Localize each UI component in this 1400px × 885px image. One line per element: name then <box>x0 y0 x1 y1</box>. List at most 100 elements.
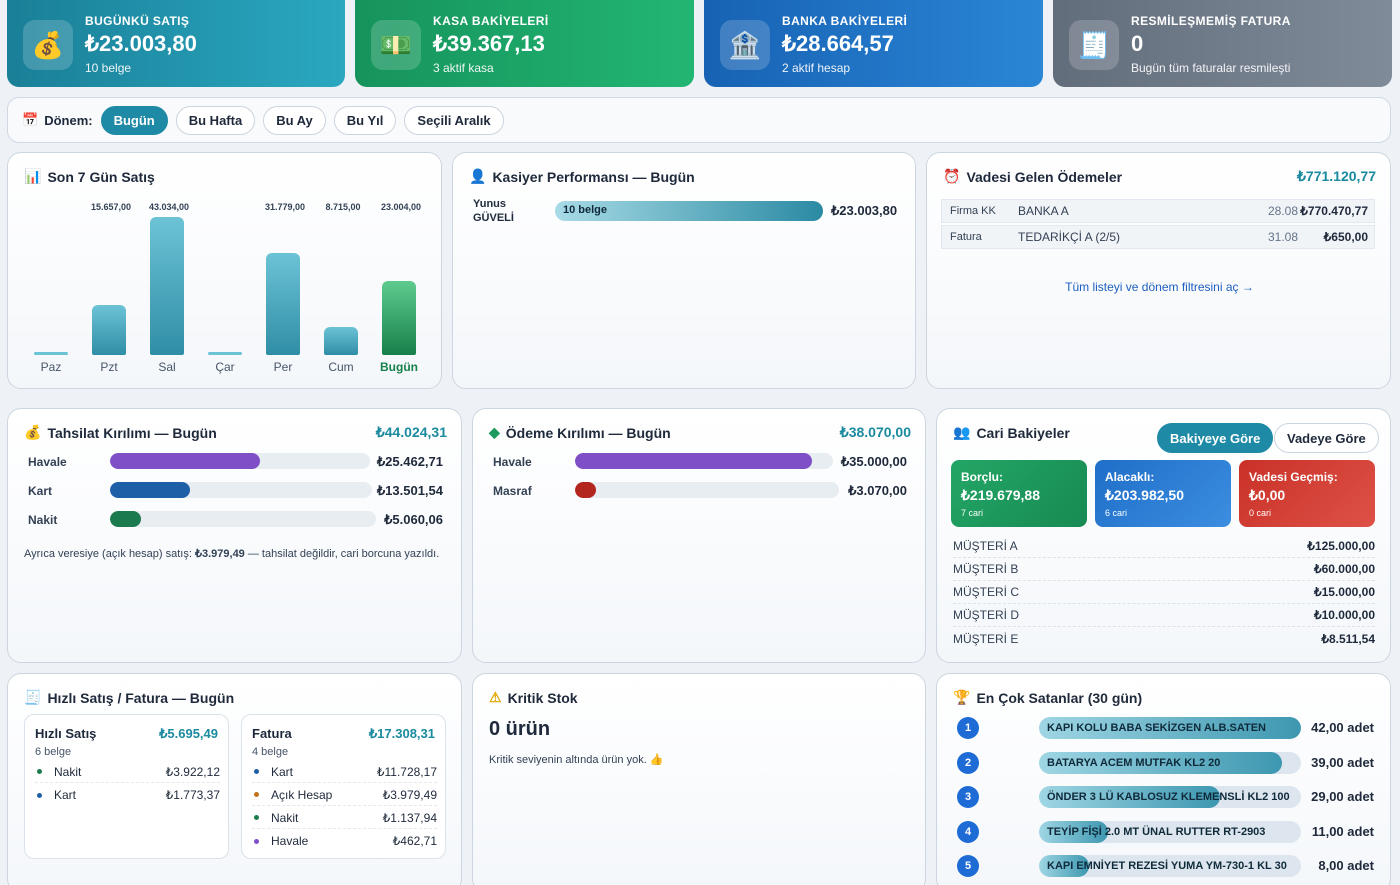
sales-bar-chart: Paz Pzt 15.657,00 Sal 43.034,00 Çar Per 31.779,… <box>8 153 443 390</box>
cashier-name: Yunus GÜVELİ <box>473 198 514 224</box>
top-seller-bar[interactable] <box>1039 786 1301 808</box>
top-seller-qty: 8,00 adet <box>1318 858 1374 873</box>
sales-bar[interactable] <box>382 281 416 355</box>
account-row[interactable]: MÜŞTERİ B ₺60.000,00 <box>953 558 1375 581</box>
cash-icon: 💵 <box>371 20 421 70</box>
due-row[interactable]: Fatura TEDARİKÇİ A (2/5) 31.08 ₺650,00 <box>941 225 1375 249</box>
creditor-summary[interactable]: Alacaklı: ₺203.982,50 6 cari <box>1095 460 1231 527</box>
top-seller-name: KAPI EMNİYET REZESİ YUMA YM-730-1 KL 30 <box>1047 860 1287 872</box>
sales-bar[interactable] <box>34 352 68 355</box>
period-chip-this-week[interactable]: Bu Hafta <box>175 105 256 135</box>
top-seller-bar-fill <box>1039 717 1301 739</box>
money-bag-icon: 💰 <box>24 424 42 440</box>
person-icon: 👤 <box>469 168 487 184</box>
account-row[interactable]: MÜŞTERİ D ₺10.000,00 <box>953 604 1375 627</box>
payment-dot <box>254 769 259 774</box>
due-payments-panel: ⏰ Vadesi Gelen Ödemeler ₺771.120,77 Firma… <box>926 152 1391 389</box>
sort-by-balance-button[interactable]: Bakiyeye Göre <box>1157 423 1274 453</box>
sales-bar[interactable] <box>92 304 126 355</box>
period-filter-bar: 📅 Dönem: Bugün Bu Hafta Bu Ay Bu Yıl Seçi… <box>7 97 1391 143</box>
payment-dot <box>37 769 42 774</box>
payment-dot <box>254 838 259 844</box>
panel-title: ⏰ Vadesi Gelen Ödemeler <box>943 168 1123 185</box>
receipt-icon: 🧾 <box>1069 20 1119 70</box>
top-sellers-panel: 🏆 En Çok Satanlar (30 gün) 1 KAPI KOLU BAB… <box>936 673 1391 885</box>
sales-value-label: 8.715,00 <box>325 202 361 212</box>
payment-bar <box>575 453 833 469</box>
payment-dot <box>37 792 42 798</box>
sales-value-label: 31.779,00 <box>264 202 306 212</box>
top-seller-qty: 29,00 adet <box>1311 789 1374 804</box>
top-seller-bar[interactable] <box>1039 717 1301 739</box>
rank-badge: 5 <box>957 855 979 877</box>
kpi-value: ₺23.003,80 <box>85 31 197 56</box>
panel-title: 📊 Son 7 Gün Satış <box>24 168 155 185</box>
account-row[interactable]: MÜŞTERİ C ₺15.000,00 <box>953 581 1375 604</box>
collection-bar-fill <box>110 482 191 498</box>
people-icon: 👥 <box>953 424 971 440</box>
collection-total: ₺44.024,31 <box>375 424 447 440</box>
alarm-clock-icon: ⏰ <box>943 168 961 184</box>
invoice-row: Havale ₺462,71 <box>252 830 437 852</box>
sales-day-label: Cum <box>328 360 354 374</box>
collection-amount: ₺25.462,71 <box>376 454 443 469</box>
kpi-value: 0 <box>1131 31 1144 56</box>
bank-icon: 🏦 <box>720 20 770 70</box>
collection-amount: ₺5.060,06 <box>384 512 443 527</box>
sort-by-due-button[interactable]: Vadeye Göre <box>1274 423 1379 453</box>
due-type: Fatura <box>950 231 982 243</box>
kpi-bank-balances[interactable]: 🏦 BANKA BAKİYELERİ ₺28.664,57 2 aktif he… <box>704 0 1043 87</box>
money-bag-icon: 💰 <box>23 20 73 70</box>
kpi-title: RESMİLEŞMEMİŞ FATURA <box>1131 14 1291 28</box>
collection-bar <box>110 511 376 527</box>
debtor-summary[interactable]: Borçlu: ₺219.679,88 7 cari <box>951 460 1087 527</box>
collection-bar-fill <box>110 511 141 527</box>
sales-bar[interactable] <box>208 352 242 355</box>
payment-breakdown-panel: ◆ Ödeme Kırılımı — Bugün ₺38.070,00 Haval… <box>472 408 926 663</box>
quick-sales-total: ₺5.695,49 <box>159 726 218 741</box>
due-total: ₺771.120,77 <box>1297 168 1376 184</box>
period-chip-today[interactable]: Bugün <box>100 105 168 135</box>
sales-bar[interactable] <box>324 327 358 355</box>
period-chip-custom-range[interactable]: Seçili Aralık <box>404 105 504 135</box>
overdue-summary[interactable]: Vadesi Geçmiş: ₺0,00 0 cari <box>1239 460 1375 527</box>
period-label: 📅 Dönem: <box>22 112 93 128</box>
kpi-cash-balances[interactable]: 💵 KASA BAKİYELERİ ₺39.367,13 3 aktif kas… <box>355 0 694 87</box>
top-seller-bar-fill <box>1039 855 1089 877</box>
top-seller-bar[interactable] <box>1039 855 1301 877</box>
payment-label: Havale <box>493 455 532 469</box>
account-row[interactable]: MÜŞTERİ A ₺125.000,00 <box>953 535 1375 558</box>
rank-badge: 4 <box>957 820 979 843</box>
rank-badge: 2 <box>957 751 979 774</box>
invoice-row: Açık Hesap ₺3.979,49 <box>252 784 437 806</box>
kpi-today-sales[interactable]: 💰 BUGÜNKÜ SATIŞ ₺23.003,80 10 belge <box>7 0 345 87</box>
top-seller-bar[interactable] <box>1039 751 1301 774</box>
sales-7-days-panel: 📊 Son 7 Gün Satış Paz Pzt 15.657,00 Sal 43.03… <box>7 152 442 389</box>
top-seller-bar-fill <box>1039 820 1108 843</box>
due-row[interactable]: Firma KK BANKA A 28.08 ₺770.470,77 <box>941 199 1375 223</box>
kpi-unofficial-invoices[interactable]: 🧾 RESMİLEŞMEMİŞ FATURA 0 Bugün tüm fatur… <box>1053 0 1392 87</box>
due-type: Firma KK <box>950 205 996 217</box>
period-chip-this-month[interactable]: Bu Ay <box>263 105 326 135</box>
kpi-title: KASA BAKİYELERİ <box>433 14 549 28</box>
sales-bar[interactable] <box>150 217 184 355</box>
period-chip-this-year[interactable]: Bu Yıl <box>333 105 397 135</box>
payment-dot <box>254 815 259 820</box>
rank-badge: 1 <box>957 717 979 739</box>
receipt-icon: 🧾 <box>24 689 42 705</box>
due-date: 31.08 <box>1267 230 1298 244</box>
account-balances-panel: 👥 Cari Bakiyeler Bakiyeye Göre Vadeye Gör… <box>936 408 1391 663</box>
collection-bar <box>110 453 370 469</box>
payment-bar-fill <box>575 482 597 498</box>
top-seller-qty: 11,00 adet <box>1311 823 1374 839</box>
account-row[interactable]: MÜŞTERİ E ₺8.511,54 <box>953 631 1375 646</box>
invoice-card: Fatura ₺17.308,31 4 belge Kart ₺11.728,17… <box>241 714 446 859</box>
kpi-sub: 10 belge <box>85 61 132 75</box>
due-see-all-link[interactable]: Tüm listeyi ve dönem filtresini aç → <box>1065 280 1254 294</box>
kpi-sub: Bugün tüm faturalar resmileşti <box>1131 61 1291 75</box>
sales-bar[interactable] <box>266 253 300 355</box>
creditor-total: ₺203.982,50 <box>1105 487 1184 503</box>
kpi-sub: 3 aktif kasa <box>433 61 494 75</box>
top-seller-bar[interactable] <box>1039 820 1301 843</box>
payment-amount: ₺35.000,00 <box>840 454 907 469</box>
